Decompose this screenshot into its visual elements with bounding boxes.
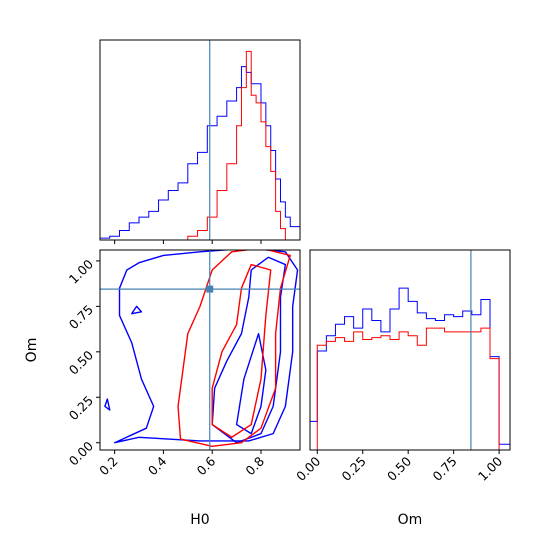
hist-h0-ticks [114, 240, 262, 244]
hist-om-xtick-label: 0.50 [384, 453, 414, 483]
hist-om-xtick-label: 0.25 [339, 454, 369, 484]
hist-h0-plot [99, 50, 301, 241]
contour-ytick-label: 0.50 [66, 347, 96, 377]
contour-blue-level [211, 256, 287, 444]
hist-h0-blue [99, 66, 301, 240]
contour-red-level [177, 250, 291, 448]
hist-h0-panel [99, 39, 301, 244]
ylabel-om: Om [24, 338, 40, 363]
contour-panel: 0.2 0.4 0.6 0.8 0.00 0.25 0.50 0.75 1.00 H0 Om [24, 249, 301, 528]
hist-om-xtick-label: 0.00 [293, 453, 323, 483]
hist-om-xtick-label: 1.00 [475, 453, 505, 483]
hist-om-plot [309, 287, 511, 451]
hist-h0-frame [99, 39, 301, 241]
contour-red-level [211, 263, 272, 438]
hist-om-ticks: 0.00 0.25 0.50 0.75 1.00 [293, 450, 505, 484]
hist-om-panel: 0.00 0.25 0.50 0.75 1.00 Om [293, 249, 511, 528]
hist-om-frame [309, 249, 511, 451]
contour-ytick-label: 0.25 [66, 393, 96, 423]
hist-om-blue [309, 287, 511, 450]
contour-blue-level [235, 332, 267, 435]
contour-ytick-label: 0.75 [66, 302, 96, 332]
hist-om-red [310, 327, 510, 451]
contour-blue-level [104, 398, 111, 411]
hist-om-xtick-label: 0.75 [429, 454, 459, 484]
contour-frame [99, 249, 301, 451]
contour-ytick-label: 0.00 [66, 438, 96, 468]
contour-xtick-label: 0.8 [242, 453, 267, 478]
contour-ytick-label: 1.00 [66, 256, 96, 286]
xlabel-h0: H0 [190, 512, 209, 528]
contour-blue-level [113, 250, 299, 444]
xlabel-om: Om [398, 512, 423, 528]
contour-plot [100, 250, 300, 450]
hist-h0-red [100, 50, 300, 241]
contour-truth-marker [206, 285, 214, 293]
contour-xtick-label: 0.6 [194, 453, 219, 478]
contour-blue-level [131, 305, 143, 315]
contour-xtick-label: 0.4 [145, 453, 170, 478]
contour-xtick-label: 0.2 [96, 454, 121, 479]
